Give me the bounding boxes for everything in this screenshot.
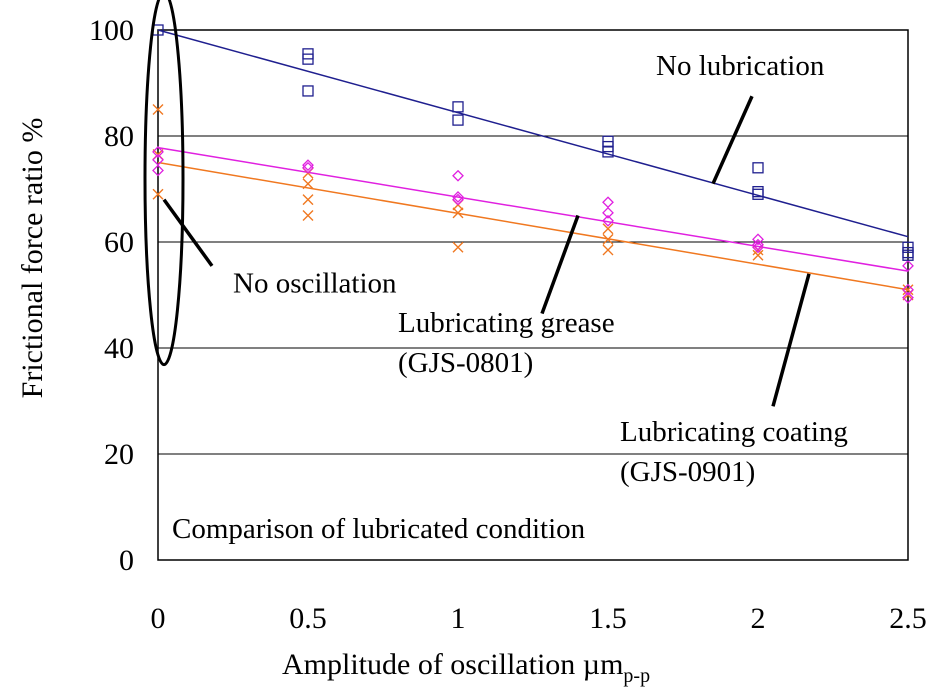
cross-marker: [302, 210, 314, 221]
x-tick-label: 1.5: [589, 602, 627, 635]
cross-marker: [602, 223, 614, 235]
diamond-marker: [452, 193, 464, 206]
cross-marker: [452, 241, 464, 253]
x-tick-label: 1: [451, 602, 466, 635]
x-tick-label: 0: [151, 602, 166, 635]
diamond-marker: [752, 233, 764, 246]
no-lubrication-label: No lubrication: [656, 50, 825, 82]
cross-marker: [152, 188, 164, 200]
grid-lines: [158, 135, 908, 455]
x-axis-title-main: Amplitude of oscillation µm: [282, 648, 623, 681]
cross-marker: [902, 284, 914, 296]
cross-marker: [602, 233, 614, 245]
no-lubrication-leader: [711, 95, 754, 185]
square-marker: [752, 188, 764, 200]
annotations: No oscillation No lubrication Lubricating …: [143, 0, 848, 488]
data-markers: [152, 24, 914, 304]
y-tick-label: 0: [119, 544, 134, 577]
cross-marker: [302, 178, 314, 190]
cross-marker: [602, 244, 614, 256]
diamond-marker: [152, 145, 164, 158]
x-axis-title: Amplitude of oscillation µmp-p: [282, 648, 650, 687]
trend-line: [157, 161, 909, 291]
diamond-marker: [902, 259, 914, 272]
grease-label: (GJS-0801): [398, 347, 533, 379]
grease-leader: [540, 214, 580, 315]
diamond-marker: [752, 238, 764, 251]
diamond-marker: [302, 161, 314, 174]
diamond-marker: [602, 206, 614, 219]
diamond-marker: [452, 169, 464, 182]
y-tick-label: 80: [104, 120, 134, 153]
trend-lines: [157, 29, 909, 291]
diamond-marker: [752, 241, 764, 254]
x-tick-label: 0.5: [289, 602, 327, 635]
x-tick-labels: 0 0.5 1 1.5 2 2.5: [151, 602, 927, 635]
coating-label: Lubricating coating: [620, 416, 848, 448]
coating-label: (GJS-0901): [620, 456, 755, 488]
no-oscillation-leader: [162, 198, 214, 267]
square-marker: [452, 101, 464, 113]
diamond-marker: [902, 283, 914, 296]
square-marker: [452, 114, 464, 126]
diamond-marker: [452, 191, 464, 203]
y-tick-label: 40: [104, 332, 134, 365]
y-tick-label: 60: [104, 226, 134, 259]
coating-leader: [771, 273, 811, 407]
diamond-marker: [302, 159, 314, 172]
cross-marker: [752, 249, 764, 261]
diamond-marker: [602, 196, 614, 209]
trend-line: [157, 146, 909, 272]
y-tick-label: 100: [89, 14, 134, 47]
no-oscillation-ellipse: [143, 0, 185, 367]
diamond-marker: [152, 164, 164, 177]
square-marker: [302, 85, 314, 97]
square-marker: [902, 249, 914, 261]
x-axis-title-subscript: p-p: [623, 665, 650, 687]
square-marker: [602, 146, 614, 158]
no-oscillation-label: No oscillation: [233, 267, 397, 299]
cross-marker: [152, 104, 164, 115]
trend-line: [157, 29, 909, 238]
y-tick-label: 20: [104, 438, 134, 471]
y-axis-title: Frictional force ratio %: [16, 118, 49, 399]
x-tick-label: 2: [751, 602, 766, 635]
cross-marker: [452, 207, 464, 219]
square-marker: [302, 53, 314, 65]
x-tick-label: 2.5: [889, 602, 927, 635]
cross-marker: [302, 194, 314, 206]
grease-label: Lubricating grease: [398, 307, 615, 339]
chart-caption: Comparison of lubricated condition: [172, 513, 586, 545]
y-tick-labels: 0 20 40 60 80 100: [89, 14, 134, 577]
diamond-marker: [602, 214, 614, 227]
square-marker: [752, 162, 764, 174]
diamond-marker: [902, 291, 914, 304]
